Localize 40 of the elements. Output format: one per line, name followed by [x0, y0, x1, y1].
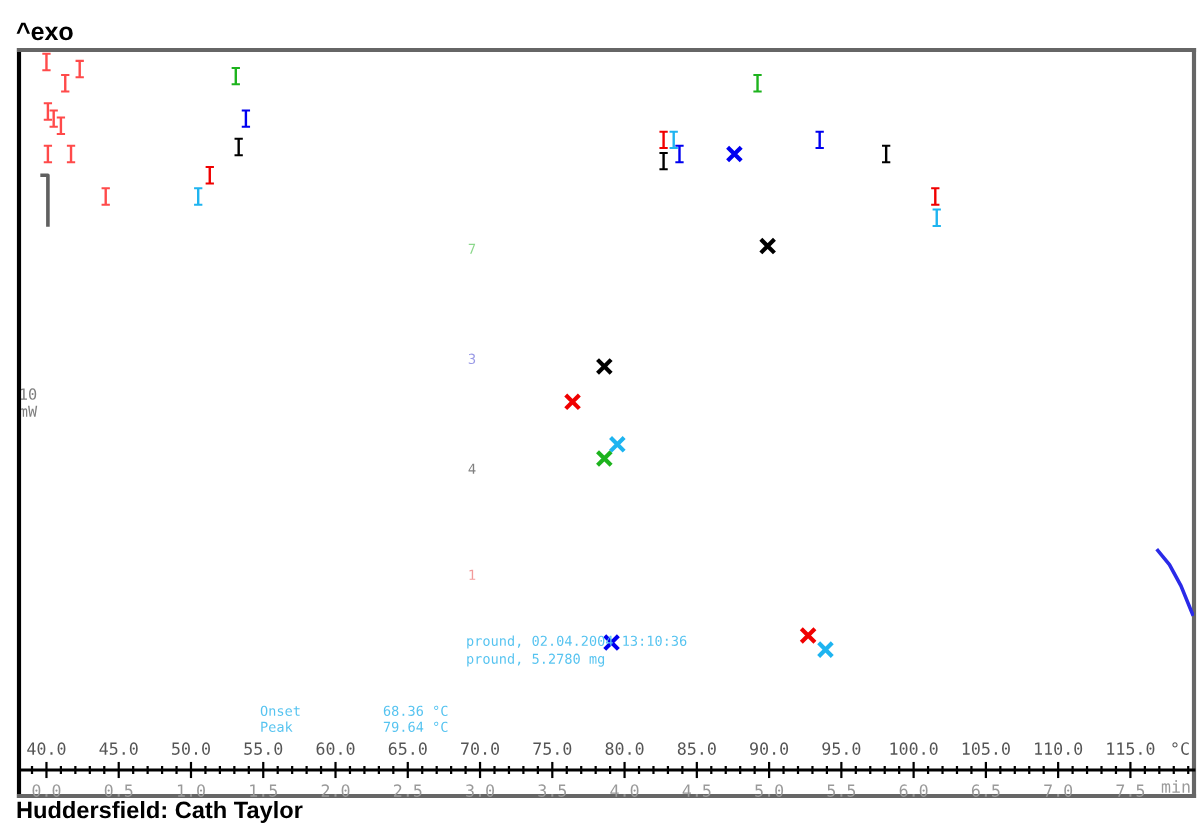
x-tick-label: 115.0: [1107, 742, 1155, 755]
x-tick-label: 70.0: [461, 742, 500, 755]
x2-tick-label: 7.0: [1044, 784, 1073, 797]
point: [799, 626, 818, 645]
x2-tick-label: 0.5: [104, 784, 133, 797]
point: [758, 237, 777, 255]
x-tick-label: 85.0: [677, 742, 716, 755]
x2-tick-label: 0.0: [32, 784, 61, 797]
x-tick-label: 65.0: [388, 742, 427, 755]
x-tick-label: 110.0: [1035, 742, 1083, 755]
chart-title: ^exo: [16, 22, 73, 41]
point: [725, 145, 744, 163]
x2-tick-label: 2.0: [321, 784, 350, 797]
text: Huddersfield: Cath Taylor: [17, 800, 303, 824]
point: [563, 392, 582, 411]
x-tick-label: 80.0: [605, 742, 644, 755]
x2-tick-label: 6.5: [971, 784, 1000, 797]
x-tick-label: 75.0: [533, 742, 572, 755]
x2-axis-title: min: [1161, 779, 1190, 793]
point: [608, 435, 627, 454]
x-tick-label: 60.0: [316, 742, 355, 755]
x2-tick-label: 5.0: [755, 784, 784, 797]
x-tick-label: 45.0: [99, 742, 138, 755]
x2-tick-label: 1.0: [177, 784, 205, 797]
x-axis-title: °C: [1172, 742, 1189, 755]
x-tick-label: 100.0: [890, 742, 938, 755]
x-tick-label: 105.0: [962, 742, 1010, 755]
x-tick-label: 40.0: [27, 742, 66, 755]
point: [595, 449, 614, 468]
x2-tick-label: 2.5: [393, 784, 422, 797]
x-tick-label: 55.0: [244, 742, 283, 755]
x2-tick-label: 4.0: [610, 784, 639, 797]
x-tick-label: 95.0: [822, 742, 861, 755]
x-tick-label: 50.0: [172, 742, 210, 755]
x2-tick-label: 6.0: [899, 784, 928, 797]
point: [816, 640, 835, 659]
x2-tick-label: 3.0: [466, 784, 495, 797]
x-tick-label: 90.0: [750, 742, 789, 755]
point: [595, 357, 614, 376]
x2-tick-label: 3.5: [538, 784, 567, 797]
